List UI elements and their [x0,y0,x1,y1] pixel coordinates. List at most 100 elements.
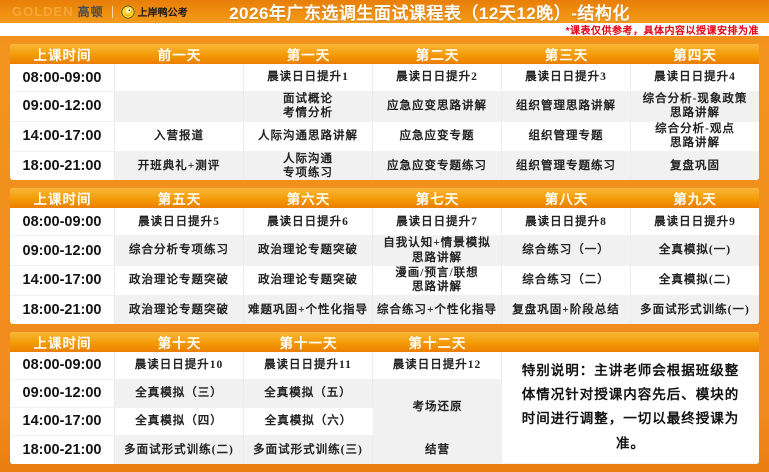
schedule-cell-merged: 考场还原 [373,379,502,436]
schedule-cell: 综合练习+个性化指导 [373,295,502,324]
day-header: 第三天 [502,44,631,64]
time-cell: 09:00-12:00 [10,236,115,266]
schedule-cell: 全真模拟(一) [631,236,759,266]
schedule-cell: 晨读日日提升10 [115,351,244,380]
schedule-cell: 晨读日日提升8 [502,208,631,237]
time-cell: 08:00-09:00 [10,351,115,380]
schedule-cell: 晨读日日提升7 [373,208,502,237]
schedule-cell: 难题巩固+个性化指导 [244,295,373,324]
header-row: 上课时间 第五天 第六天 第七天 第八天 第九天 [10,188,759,209]
time-cell: 14:00-17:00 [10,266,115,296]
day-header: 第九天 [631,188,759,209]
header-row: 上课时间 第十天 第十一天 第十二天 [10,331,759,352]
schedule-cell: 政治理论专题突破 [115,266,244,296]
time-cell: 09:00-12:00 [10,92,115,122]
table-row: 14:00-17:00 政治理论专题突破 政治理论专题突破 漫画/预言/联想 思… [10,266,759,296]
schedule-cell: 多面试形式训练(三) [244,435,373,464]
schedule-cell: 组织管理专题 [502,121,631,152]
table-row: 09:00-12:00 全真模拟（三） 全真模拟（五） 考场还原 [10,379,759,436]
schedule-cell: 全真模拟（三） [115,379,244,408]
golden-wordmark: GOLDEN [12,4,74,19]
schedule-cell: 综合分析专项练习 [115,236,244,266]
special-note: 特别说明：主讲老师会根据班级整体情况针对授课内容先后、模块的时间进行调整，一切以… [502,351,759,464]
schedule-cell: 综合练习（二） [502,266,631,296]
schedule-cell: 综合练习（一） [502,236,631,266]
duck-brand-badge: 上岸鸭公考 [120,4,188,19]
schedule-cell [115,64,244,92]
schedule-cell: 开班典礼+测评 [115,151,244,181]
time-cell: 18:00-21:00 [10,295,115,324]
time-cell: 14:00-17:00 [10,407,115,436]
schedule-cell: 政治理论专题突破 [115,295,244,324]
schedule-cell: 晨读日日提升3 [502,64,631,92]
day-header: 第七天 [373,188,502,209]
schedule-cell: 晨读日日提升4 [631,64,759,92]
schedule-cell: 全真模拟（六） [244,407,373,436]
time-cell: 18:00-21:00 [10,151,115,181]
schedule-table-week2: 上课时间 第五天 第六天 第七天 第八天 第九天 08:00-09:00 晨读日… [10,188,759,324]
time-cell: 08:00-09:00 [10,64,115,92]
schedule-cell: 全真模拟(二) [631,266,759,296]
schedule-cell: 面试概论 考情分析 [244,92,373,122]
brand-logo: GOLDEN 高顿 上岸鸭公考 [12,3,188,20]
duck-brand-label: 上岸鸭公考 [137,8,188,19]
day-header: 第十二天 [373,331,502,352]
schedule-cell: 入营报道 [115,121,244,152]
schedule-cell: 晨读日日提升12 [373,351,502,380]
schedule-cell: 多面试形式训练(一) [631,295,759,324]
disclaimer-text: *课表仅供参考，具体内容以授课安排为准 [565,26,759,37]
time-cell: 09:00-12:00 [10,379,115,408]
schedule-cell [115,92,244,122]
day-header: 前一天 [115,44,244,64]
schedule-cell: 应急应变思路讲解 [373,92,502,122]
schedule-table-week3: 上课时间 第十天 第十一天 第十二天 08:00-09:00 晨读日日提升10 … [10,331,759,464]
schedule-cell: 晨读日日提升11 [244,351,373,380]
day-header: 第二天 [373,44,502,64]
day-header: 第四天 [631,44,759,64]
schedule-cell: 晨读日日提升5 [115,208,244,237]
schedule-cell: 全真模拟（四） [115,407,244,436]
table-row: 18:00-21:00 多面试形式训练(二) 多面试形式训练(三) 结营 [10,435,759,464]
schedule-cell: 综合分析-观点 思路讲解 [631,121,759,152]
table-row: 08:00-09:00 晨读日日提升1 晨读日日提升2 晨读日日提升3 晨读日日… [10,64,759,92]
schedule-cell: 政治理论专题突破 [244,266,373,296]
day-header: 第一天 [244,44,373,64]
schedule-cell: 自我认知+情景模拟 思路讲解 [373,236,502,266]
time-column-header: 上课时间 [10,44,115,64]
time-cell: 18:00-21:00 [10,435,115,464]
gaodun-wordmark: 高顿 [77,5,104,19]
schedule-table-week1: 上课时间 前一天 第一天 第二天 第三天 第四天 08:00-09:00 晨读日… [10,44,759,181]
schedule-cell: 复盘巩固 [631,151,759,181]
duck-icon [120,4,135,19]
schedule-cell: 晨读日日提升9 [631,208,759,237]
header-row: 上课时间 前一天 第一天 第二天 第三天 第四天 [10,44,759,64]
day-header: 第六天 [244,188,373,209]
time-cell: 08:00-09:00 [10,208,115,237]
schedule-tables: 上课时间 前一天 第一天 第二天 第三天 第四天 08:00-09:00 晨读日… [0,36,769,464]
schedule-cell: 政治理论专题突破 [244,236,373,266]
table-row: 18:00-21:00 开班典礼+测评 人际沟通 专项练习 应急应变专题练习 组… [10,151,759,181]
schedule-cell: 晨读日日提升6 [244,208,373,237]
time-column-header: 上课时间 [10,331,115,352]
schedule-cell: 组织管理思路讲解 [502,92,631,122]
logo-divider [111,5,113,18]
table-row: 08:00-09:00 晨读日日提升10 晨读日日提升11 晨读日日提升12 特… [10,351,759,464]
day-header: 第八天 [502,188,631,209]
schedule-cell: 应急应变专题 [373,121,502,152]
schedule-cell: 结营 [373,435,502,464]
day-header: 第五天 [115,188,244,209]
day-header: 第十天 [115,331,244,352]
schedule-cell: 人际沟通 专项练习 [244,151,373,181]
schedule-cell: 晨读日日提升1 [244,64,373,92]
schedule-cell: 晨读日日提升2 [373,64,502,92]
disclaimer-strip: *课表仅供参考，具体内容以授课安排为准 [0,23,769,37]
schedule-cell: 组织管理专题练习 [502,151,631,181]
day-header-empty [502,331,759,352]
schedule-cell: 复盘巩固+阶段总结 [502,295,631,324]
table-row: 08:00-09:00 晨读日日提升5 晨读日日提升6 晨读日日提升7 晨读日日… [10,208,759,237]
time-cell: 14:00-17:00 [10,121,115,152]
top-header-bar: GOLDEN 高顿 上岸鸭公考 2026年广东选调生面试课程表（12天12晚）-… [0,0,769,23]
page-title: 2026年广东选调生面试课程表（12天12晚）-结构化 [229,4,630,23]
table-row: 14:00-17:00 全真模拟（四） 全真模拟（六） [10,407,759,436]
